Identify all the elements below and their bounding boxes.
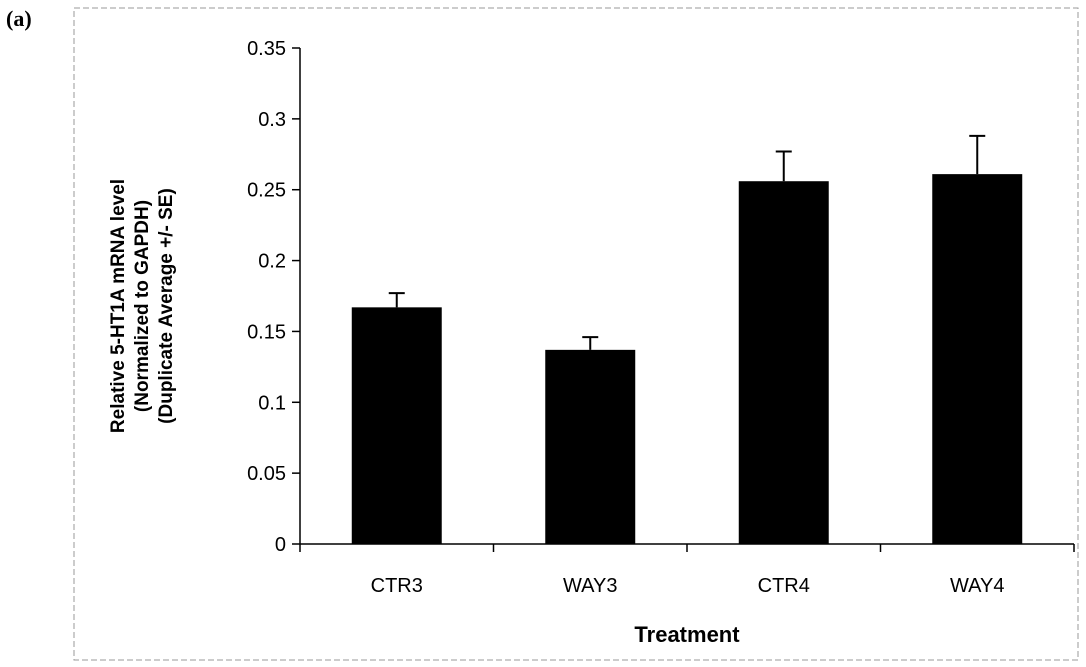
y-tick-label: 0.05 [247, 463, 286, 485]
x-tick-labels: CTR3 WAY3 CTR4 WAY4 [371, 575, 1005, 597]
chart-frame [73, 7, 1079, 661]
x-tick-label: CTR4 [758, 575, 810, 597]
bars [351, 174, 1023, 544]
y-tick-label: 0.25 [247, 180, 286, 202]
x-axis-title: Treatment [634, 622, 740, 647]
x-tick-label: WAY3 [563, 575, 617, 597]
panel-label: (a) [6, 6, 32, 31]
y-tick-label: 0.2 [258, 251, 286, 273]
y-axis-title-line: Relative 5-HT1A mRNA level [108, 179, 129, 433]
bar [932, 174, 1023, 544]
x-tick-label: WAY4 [950, 575, 1004, 597]
x-axis [299, 543, 1075, 552]
y-tick-label: 0 [275, 534, 286, 556]
x-tick-label: CTR3 [371, 575, 423, 597]
error-bars [388, 134, 986, 350]
bar [351, 307, 442, 544]
y-tick-label: 0.15 [247, 321, 286, 343]
y-tick-label: 0.3 [258, 109, 286, 131]
y-axis-title-line: (Normalized to GAPDH) [132, 200, 153, 412]
y-axis-title: Relative 5-HT1A mRNA level (Normalized to… [108, 179, 177, 433]
y-tick-label: 0.1 [258, 392, 286, 414]
y-axis-title-line: (Duplicate Average +/- SE) [156, 188, 177, 424]
bar [738, 181, 829, 544]
y-tick-label: 0.35 [247, 38, 286, 60]
bar [545, 349, 636, 544]
y-axis: 0 0.05 0.1 0.15 0.2 0.25 0.3 0.35 [247, 38, 301, 556]
